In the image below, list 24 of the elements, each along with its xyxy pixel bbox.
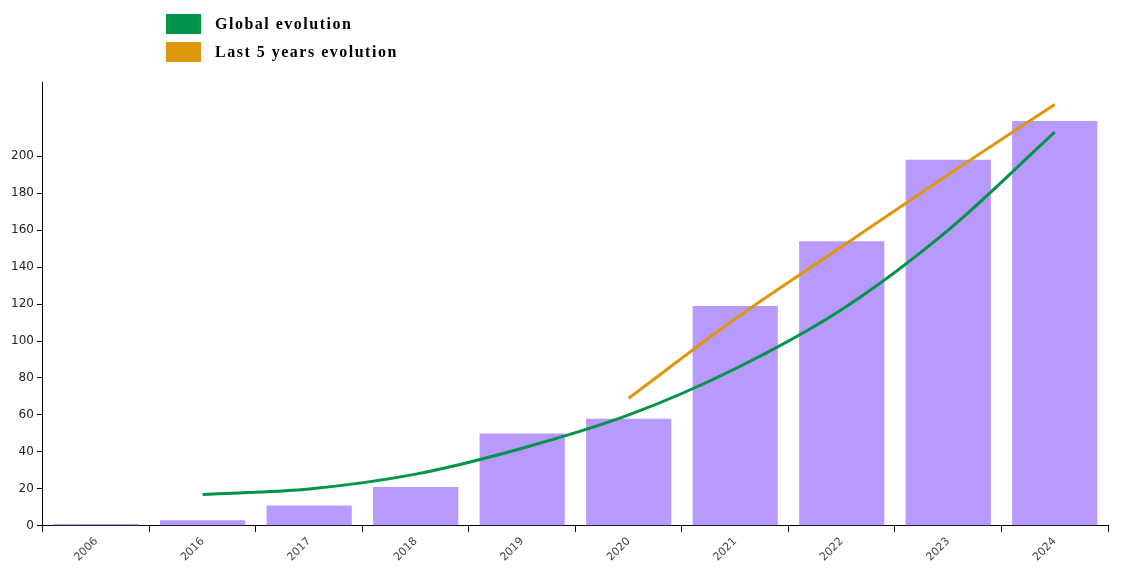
bar bbox=[1012, 121, 1098, 526]
bar bbox=[692, 305, 778, 526]
line-series bbox=[627, 102, 1057, 400]
y-tick-label: 80 bbox=[18, 370, 34, 385]
bar bbox=[799, 241, 885, 526]
y-tick-label: 100 bbox=[11, 333, 34, 348]
bar bbox=[373, 487, 459, 526]
legend-label: Last 5 years evolution bbox=[215, 43, 398, 61]
y-tick-label: 180 bbox=[11, 185, 34, 200]
bar bbox=[266, 505, 352, 526]
y-tick-label: 40 bbox=[18, 444, 34, 459]
y-tick-label: 60 bbox=[18, 407, 34, 422]
bar bbox=[905, 159, 991, 526]
bar bbox=[479, 433, 565, 526]
y-tick-label: 200 bbox=[11, 148, 34, 163]
y-tick-label: 20 bbox=[18, 481, 34, 496]
y-tick-label: 120 bbox=[11, 296, 34, 311]
legend-label: Global evolution bbox=[215, 15, 353, 33]
bar bbox=[160, 520, 246, 526]
y-tick-label: 0 bbox=[26, 518, 34, 532]
y-tick-label: 160 bbox=[11, 222, 34, 237]
y-tick-label: 140 bbox=[11, 259, 34, 274]
line-series bbox=[201, 130, 1057, 496]
bar bbox=[586, 418, 672, 526]
